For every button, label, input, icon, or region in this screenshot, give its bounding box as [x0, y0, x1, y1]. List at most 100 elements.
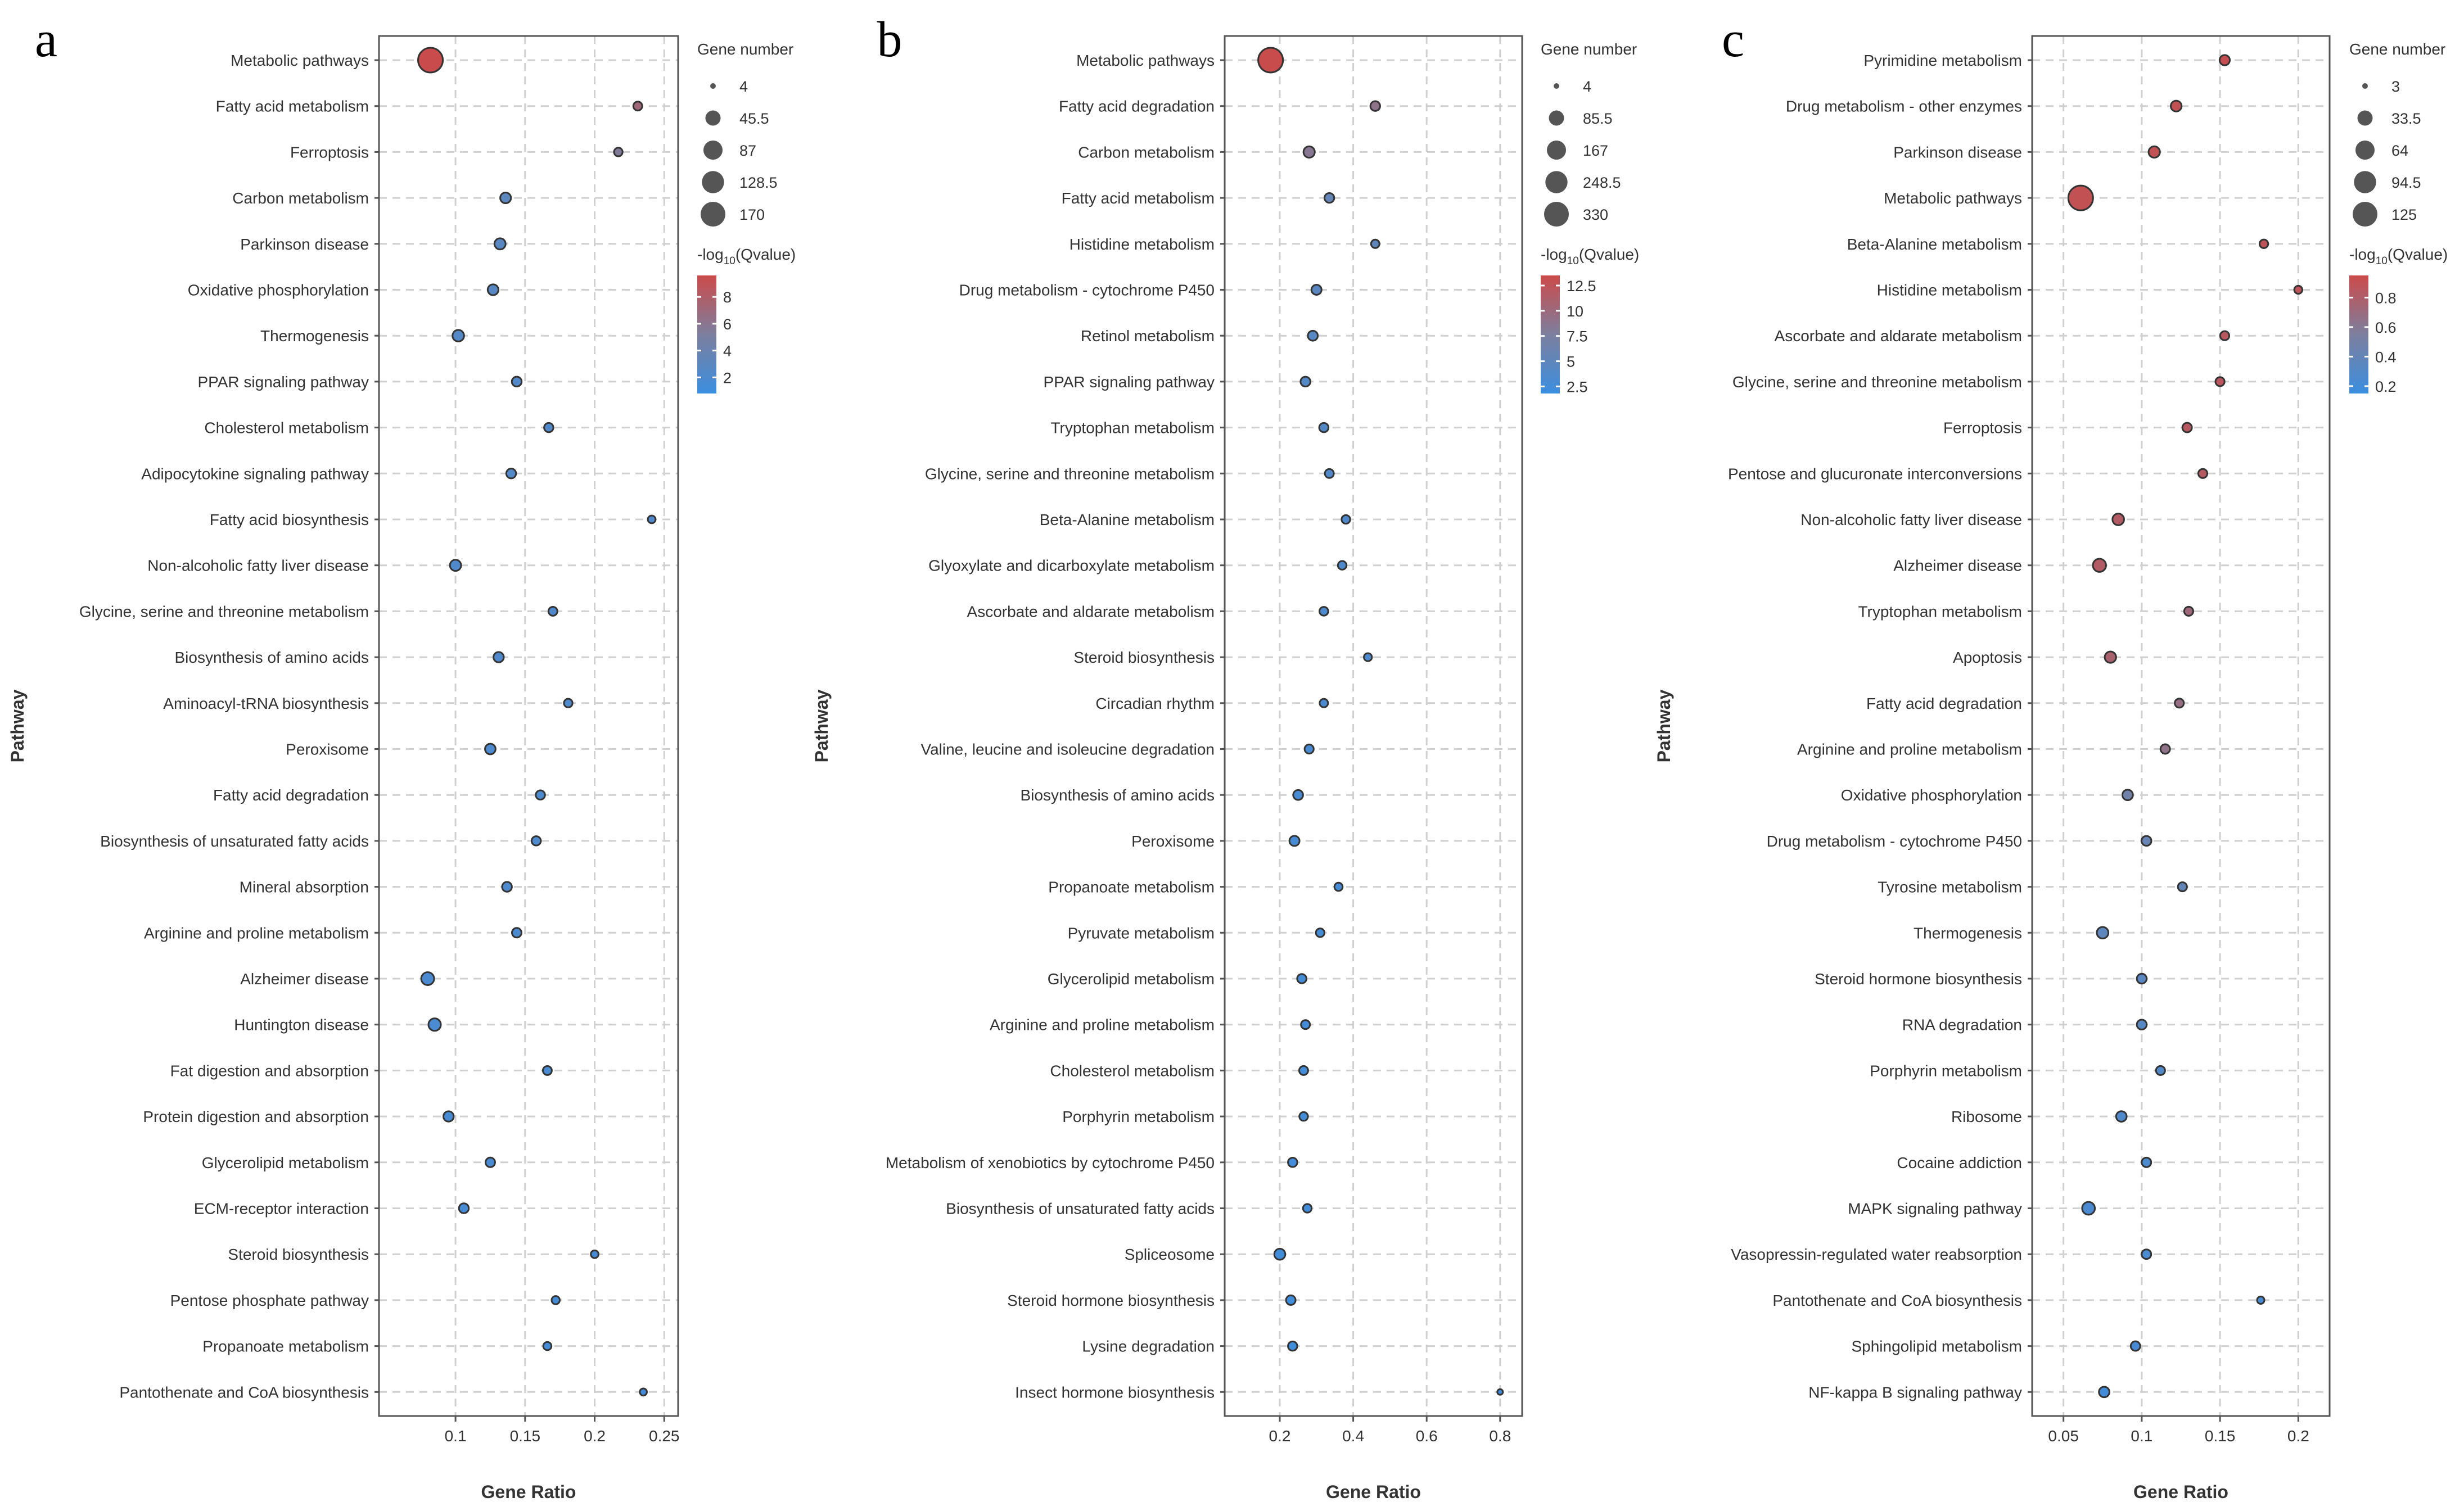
pathway-label: Valine, leucine and isoleucine degradati… — [920, 741, 1215, 758]
pathway-label: Apoptosis — [1953, 649, 2022, 666]
color-bar-label: 8 — [723, 289, 732, 306]
color-legend-title-prefix: -log — [697, 246, 724, 263]
color-bar — [2349, 275, 2368, 393]
panel-a: a 0.1 0.15 0.2 0.25 Metabolic pathways Fatty a… — [7, 12, 796, 1502]
pathway-label: Biosynthesis of amino acids — [174, 649, 369, 666]
x-tick-label: 0.1 — [2131, 1427, 2152, 1445]
data-point — [2170, 99, 2183, 112]
pathway-label: Fatty acid metabolism — [1062, 189, 1215, 207]
plot-frame — [378, 35, 679, 1417]
size-legend-dot — [2355, 140, 2375, 160]
pathway-label: Fatty acid biosynthesis — [210, 511, 369, 528]
data-point — [2141, 1248, 2152, 1260]
pathway-label: Pyruvate metabolism — [1068, 924, 1215, 942]
data-point — [2159, 743, 2171, 755]
color-bar-label: 7.5 — [1567, 328, 1588, 345]
pathway-label: Peroxisome — [1131, 833, 1215, 850]
pathway-label: Histidine metabolism — [1877, 282, 2022, 299]
pathway-label: Biosynthesis of amino acids — [1020, 786, 1215, 804]
data-point — [1370, 238, 1380, 249]
color-bar-label: 2.5 — [1567, 378, 1588, 395]
pathway-label: Huntington disease — [234, 1016, 369, 1034]
pathway-label: Glycerolipid metabolism — [202, 1154, 369, 1171]
data-point — [1292, 789, 1304, 801]
size-legend-dot — [2354, 171, 2376, 193]
pathway-label: Steroid biosynthesis — [1073, 649, 1215, 666]
size-legend: Gene number 3 33.5 64 94.5 125 — [2349, 40, 2445, 227]
data-point — [1287, 1340, 1298, 1352]
size-legend-label: 125 — [2391, 206, 2417, 223]
x-tick-label: 0.25 — [649, 1427, 680, 1445]
pathway-label: PPAR signaling pathway — [197, 373, 369, 391]
data-point — [1302, 1203, 1313, 1214]
data-point — [541, 1065, 553, 1076]
data-point — [493, 651, 505, 663]
data-point — [1496, 1388, 1504, 1396]
pathway-label: Vasopressin-regulated water reabsorption — [1731, 1246, 2022, 1263]
data-point — [452, 329, 465, 342]
panel-letter: b — [877, 12, 902, 67]
data-point — [550, 1295, 561, 1305]
size-legend-label: 170 — [739, 206, 765, 223]
data-point — [1319, 606, 1329, 617]
data-point — [511, 927, 522, 939]
data-point — [1299, 376, 1311, 388]
size-legend-label: 45.5 — [739, 110, 769, 127]
pathway-label: Beta-Alanine metabolism — [1040, 511, 1215, 528]
size-legend-label: 248.5 — [1583, 174, 1621, 191]
pathway-label: Biosynthesis of unsaturated fatty acids — [100, 833, 369, 850]
pathway-label: Carbon metabolism — [232, 189, 369, 207]
pathway-label: Histidine metabolism — [1069, 236, 1215, 253]
data-point — [2067, 184, 2094, 211]
size-legend-dot — [702, 171, 724, 193]
pathway-label: Drug metabolism - cytochrome P450 — [1767, 833, 2022, 850]
data-point — [486, 283, 499, 296]
pathway-label: Propanoate metabolism — [1048, 879, 1215, 896]
x-tick-label: 0.1 — [445, 1427, 467, 1445]
pathway-label: Pentose phosphate pathway — [170, 1292, 369, 1309]
data-point — [535, 789, 546, 800]
x-tick-label: 0.05 — [2048, 1427, 2079, 1445]
size-legend-title: Gene number — [697, 40, 793, 58]
color-legend-title: -log10(Qvalue) — [1541, 246, 1639, 267]
y-axis-title: Pathway — [1654, 689, 1674, 762]
color-legend-title: -log10(Qvalue) — [2349, 246, 2448, 267]
data-point — [1298, 1111, 1309, 1122]
data-point — [2219, 330, 2231, 341]
data-point — [2214, 376, 2226, 387]
pathway-label: Metabolism of xenobiotics by cytochrome … — [886, 1154, 1215, 1171]
data-point — [2181, 422, 2193, 433]
size-legend-label: 4 — [1583, 78, 1591, 95]
panel-letter: a — [35, 12, 57, 67]
size-legend-label: 3 — [2391, 78, 2400, 95]
x-tick-label: 0.15 — [2205, 1427, 2236, 1445]
pathway-label: Fatty acid degradation — [1059, 98, 1215, 115]
color-legend-title-suffix: (Qvalue) — [735, 246, 796, 263]
data-point — [458, 1202, 470, 1214]
color-bar-label: 0.4 — [2375, 349, 2397, 365]
color-legend-title-sub: 10 — [2376, 255, 2388, 267]
data-point — [493, 237, 507, 251]
pathway-label: Oxidative phosphorylation — [1841, 786, 2022, 804]
pathway-label: Glycine, serine and threonine metabolism — [925, 465, 1215, 482]
pathway-label: Non-alcoholic fatty liver disease — [147, 557, 369, 574]
data-point — [1303, 743, 1315, 755]
pathway-label: Metabolic pathways — [1076, 52, 1215, 69]
data-point — [1318, 422, 1330, 433]
size-legend: Gene number 4 45.5 87 128.5 170 — [697, 40, 793, 227]
pathway-label: Spliceosome — [1125, 1246, 1215, 1263]
size-legend-dot — [1554, 83, 1559, 89]
data-point — [590, 1249, 599, 1259]
data-point — [484, 1156, 496, 1168]
pathway-label: Tyrosine metabolism — [1878, 879, 2022, 896]
pathway-label: Carbon metabolism — [1078, 143, 1215, 161]
pathway-label: MAPK signaling pathway — [1848, 1200, 2022, 1218]
panel-letter: c — [1722, 12, 1744, 67]
size-legend-label: 4 — [739, 78, 748, 95]
panel-b: b 0.2 0.4 0.6 0.8 Metabolic pathways Fatty aci… — [811, 12, 1639, 1502]
pathway-label: Oxidative phosphorylation — [188, 282, 369, 299]
pathway-label: Parkinson disease — [240, 236, 369, 253]
data-point — [1300, 1019, 1311, 1030]
data-point — [2140, 835, 2152, 847]
